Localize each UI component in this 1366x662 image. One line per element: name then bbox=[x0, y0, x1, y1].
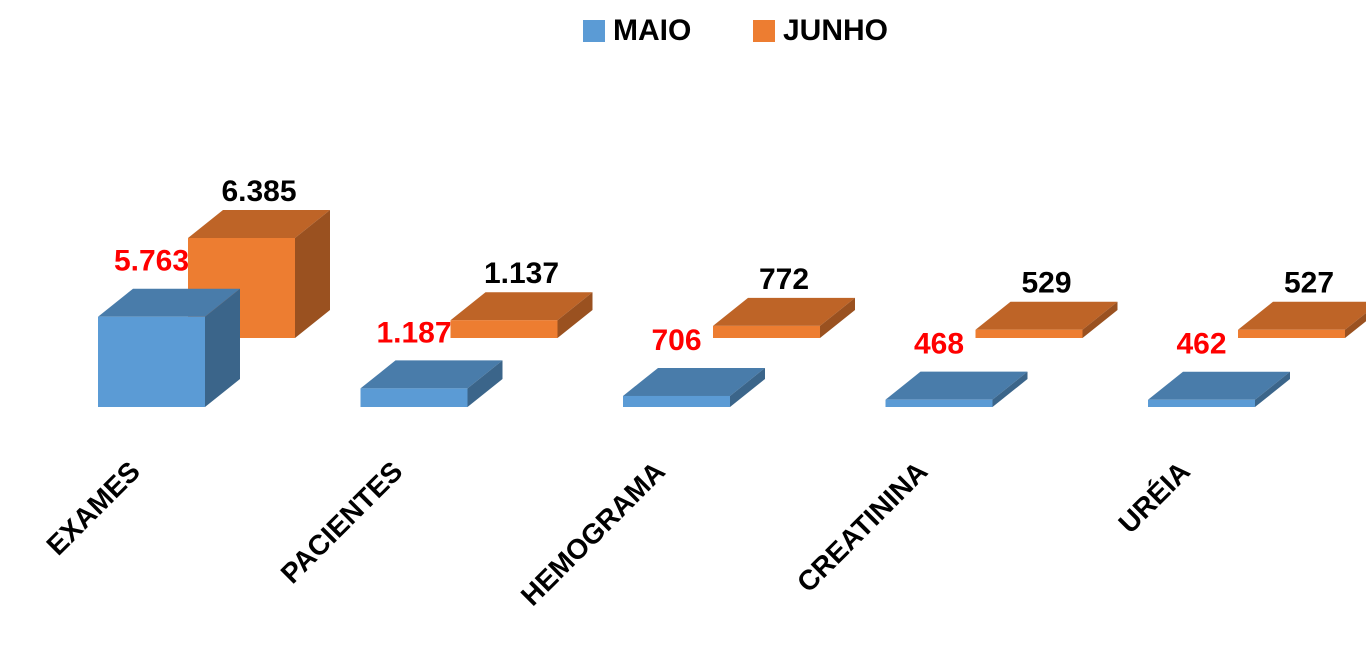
x-tick-label: EXAMES bbox=[40, 456, 146, 562]
value-label: 5.763 bbox=[114, 245, 189, 278]
x-tick-label: URÉIA bbox=[1112, 456, 1196, 540]
bar-side bbox=[1255, 371, 1290, 407]
value-label: 772 bbox=[759, 263, 809, 296]
bar-front bbox=[885, 399, 993, 407]
x-tick-label: HEMOGRAMA bbox=[515, 456, 671, 612]
x-tick-label: PACIENTES bbox=[275, 456, 409, 590]
bar-front bbox=[98, 316, 205, 407]
bar bbox=[1148, 371, 1290, 407]
bar-side bbox=[295, 210, 330, 338]
bar bbox=[1238, 301, 1366, 338]
bar-top bbox=[360, 360, 503, 389]
bar-front bbox=[1148, 399, 1255, 407]
bar-side bbox=[730, 367, 765, 407]
x-tick-label: CREATININA bbox=[791, 456, 934, 599]
bar bbox=[713, 297, 855, 338]
value-label: 468 bbox=[914, 328, 964, 361]
bar-front bbox=[360, 388, 468, 407]
bar-front bbox=[623, 395, 730, 407]
bar bbox=[623, 367, 765, 407]
value-label: 529 bbox=[1021, 267, 1071, 300]
bar-side bbox=[1345, 312, 1366, 338]
bar bbox=[975, 301, 1118, 338]
bar-top bbox=[1148, 371, 1290, 400]
bar-front bbox=[1238, 329, 1345, 338]
bar-top bbox=[1238, 301, 1366, 330]
bar-side bbox=[1082, 301, 1118, 338]
legend-label: MAIO bbox=[613, 14, 691, 47]
bar-side bbox=[205, 288, 240, 407]
value-label: 1.137 bbox=[484, 257, 559, 290]
value-label: 462 bbox=[1176, 328, 1226, 361]
legend-swatch bbox=[753, 20, 775, 42]
bar-top bbox=[975, 301, 1118, 330]
bar-top bbox=[98, 288, 240, 317]
bar-side bbox=[820, 297, 855, 338]
bar bbox=[360, 360, 503, 407]
bar-top bbox=[885, 371, 1028, 400]
bar-top bbox=[450, 292, 593, 321]
bar-front bbox=[975, 329, 1083, 338]
bar-top bbox=[188, 210, 330, 238]
bar bbox=[885, 371, 1028, 407]
bar-top bbox=[713, 297, 855, 326]
value-label: 6.385 bbox=[221, 175, 296, 208]
value-label: 1.187 bbox=[376, 316, 451, 349]
bar bbox=[450, 292, 593, 338]
bar-front bbox=[713, 325, 820, 338]
bar-side bbox=[557, 292, 593, 338]
value-label: 706 bbox=[651, 324, 701, 357]
bar-front bbox=[450, 320, 558, 338]
legend-swatch bbox=[583, 20, 605, 42]
bar-top bbox=[623, 367, 765, 396]
bar bbox=[98, 288, 240, 407]
bar-side bbox=[992, 371, 1028, 407]
value-label: 527 bbox=[1284, 267, 1334, 300]
legend-label: JUNHO bbox=[783, 14, 888, 47]
bar-side bbox=[467, 360, 503, 407]
